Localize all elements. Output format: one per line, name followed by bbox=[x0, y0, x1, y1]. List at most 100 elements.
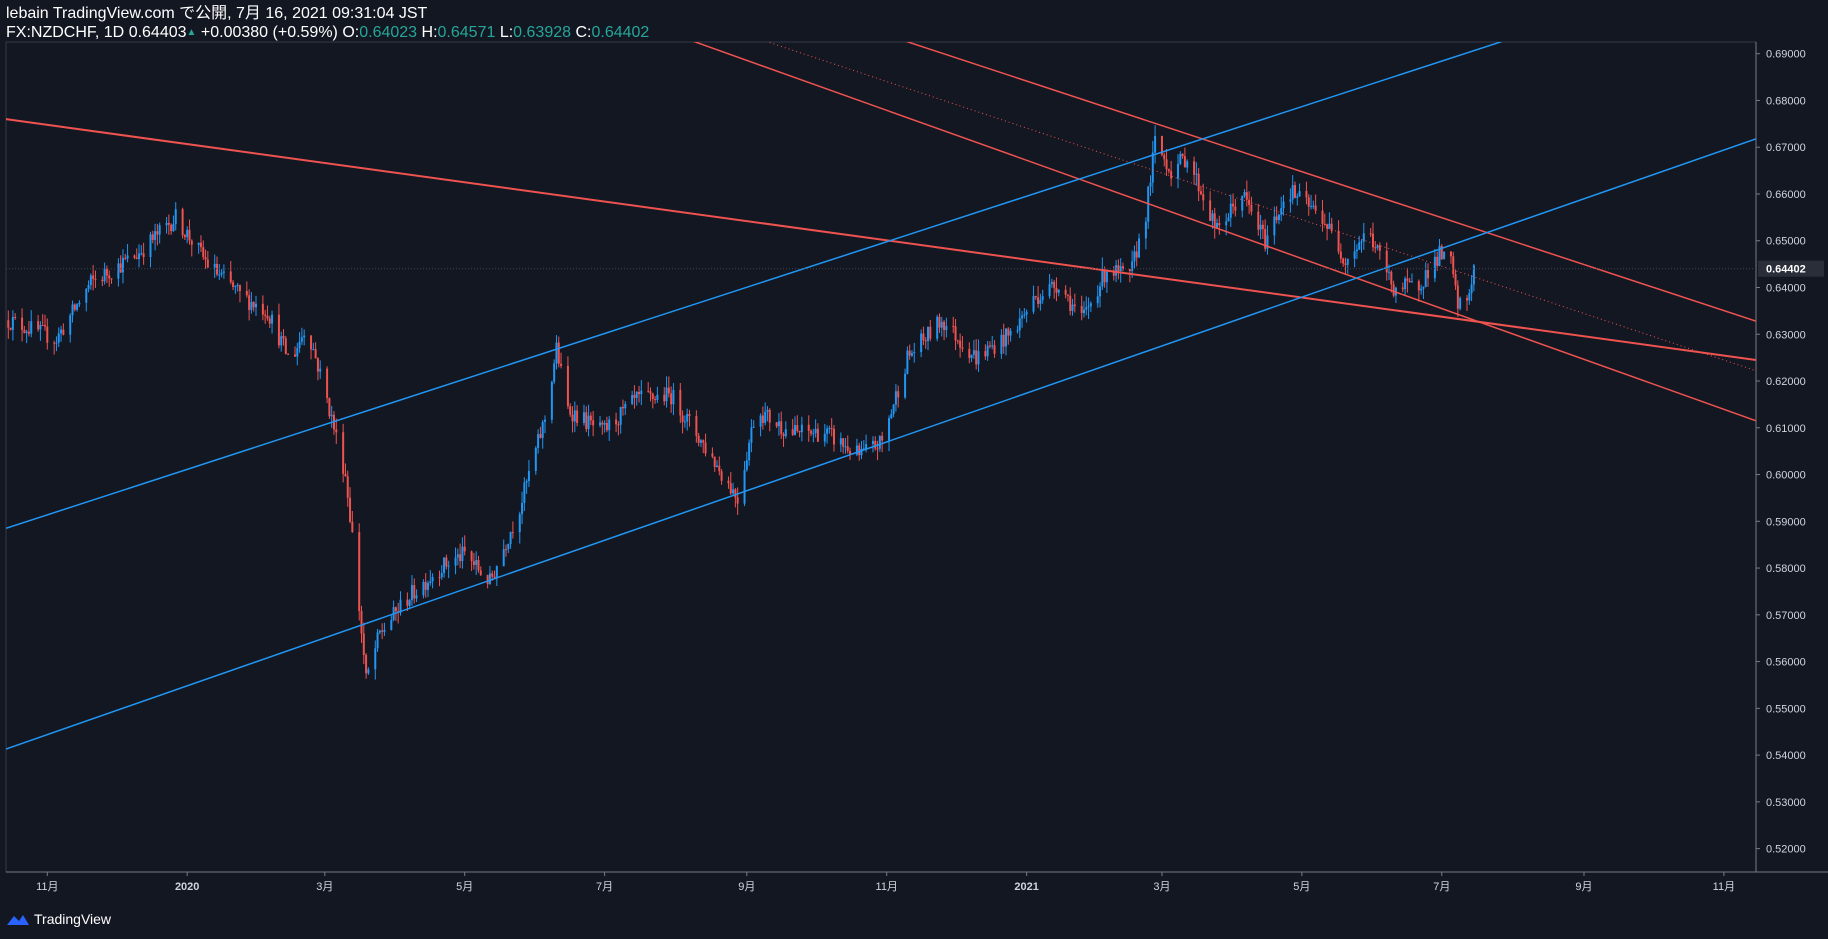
candle-body bbox=[1202, 194, 1205, 201]
candle-body bbox=[1459, 298, 1462, 309]
candle-body bbox=[1440, 246, 1443, 260]
candle-body bbox=[1041, 296, 1044, 300]
candle-body bbox=[1099, 286, 1102, 297]
symbol-label: FX:NZDCHF, 1D bbox=[6, 24, 125, 41]
candle-body bbox=[181, 209, 184, 236]
candle-body bbox=[621, 406, 624, 409]
candle-body bbox=[1392, 284, 1395, 296]
candle-body bbox=[1057, 289, 1060, 293]
candle-body bbox=[1053, 281, 1056, 288]
candle-body bbox=[736, 497, 739, 504]
candle-body bbox=[505, 549, 507, 551]
candle-body bbox=[57, 333, 60, 343]
candle-body bbox=[601, 422, 604, 425]
candle-body bbox=[287, 353, 290, 355]
candle-body bbox=[582, 412, 585, 423]
footer: TradingView bbox=[6, 911, 111, 927]
candle-body bbox=[541, 421, 544, 438]
candle-body bbox=[1193, 161, 1196, 175]
candle-body bbox=[330, 414, 333, 417]
candle-body bbox=[172, 224, 175, 232]
candle-body bbox=[73, 304, 76, 310]
candle-body bbox=[543, 419, 546, 422]
candle-body bbox=[1138, 238, 1141, 258]
tradingview-logo-icon bbox=[7, 915, 29, 925]
candle-body bbox=[592, 420, 595, 426]
candle-body bbox=[365, 654, 368, 674]
time-tick-label: 2021 bbox=[1014, 881, 1038, 893]
price-tick-label: 0.53000 bbox=[1766, 797, 1806, 809]
candle-body bbox=[151, 234, 154, 240]
candle-body bbox=[550, 381, 553, 420]
candle-body bbox=[1355, 249, 1358, 252]
candle-body bbox=[158, 225, 161, 235]
candle-body bbox=[667, 387, 670, 394]
candle-body bbox=[470, 551, 473, 562]
candle-body bbox=[523, 482, 526, 503]
candle-body bbox=[860, 448, 863, 456]
candle-body bbox=[1183, 156, 1186, 168]
candle-body bbox=[775, 422, 778, 427]
candle-body bbox=[1310, 205, 1313, 207]
candle-body bbox=[1323, 224, 1326, 226]
candle-body bbox=[672, 389, 675, 405]
candle-body bbox=[234, 285, 237, 287]
high-label: H: bbox=[421, 24, 438, 41]
candle-body bbox=[1312, 205, 1315, 207]
candle-body bbox=[608, 419, 611, 431]
candle-body bbox=[1362, 233, 1365, 242]
candle-body bbox=[60, 329, 63, 334]
candle-body bbox=[1000, 334, 1003, 354]
candle-body bbox=[1034, 296, 1037, 298]
candle-body bbox=[617, 424, 620, 426]
candle-body bbox=[1154, 135, 1157, 153]
candle-body bbox=[459, 554, 462, 562]
candle-body bbox=[1018, 318, 1021, 331]
candle-body bbox=[1424, 270, 1427, 287]
candle-body bbox=[940, 321, 943, 328]
candle-body bbox=[784, 429, 787, 437]
candle-body bbox=[1408, 280, 1411, 283]
candle-body bbox=[30, 321, 33, 334]
candle-body bbox=[390, 619, 393, 630]
footer-brand: TradingView bbox=[34, 911, 112, 927]
candle-body bbox=[1105, 271, 1108, 283]
candle-body bbox=[1069, 295, 1072, 311]
candle-body bbox=[271, 314, 274, 324]
candle-body bbox=[807, 424, 810, 431]
candle-body bbox=[248, 295, 251, 310]
price-tick-label: 0.62000 bbox=[1766, 376, 1806, 388]
candle-body bbox=[174, 209, 177, 225]
candle-body bbox=[571, 414, 574, 422]
candle-body bbox=[381, 630, 384, 632]
candle-body bbox=[37, 321, 40, 330]
candle-body bbox=[732, 489, 735, 494]
candle-body bbox=[103, 268, 106, 282]
candle-body bbox=[1277, 214, 1280, 221]
candle-body bbox=[266, 315, 269, 319]
candle-body bbox=[839, 438, 842, 445]
candle-body bbox=[1181, 153, 1184, 157]
candle-body bbox=[1314, 205, 1317, 211]
candle-body bbox=[640, 390, 643, 395]
candle-body bbox=[1234, 206, 1237, 211]
candle-body bbox=[906, 350, 909, 374]
candle-body bbox=[443, 557, 446, 574]
price-tick-label: 0.58000 bbox=[1766, 563, 1806, 575]
candle-body bbox=[823, 433, 826, 442]
candle-body bbox=[1466, 298, 1469, 301]
candle-body bbox=[766, 409, 769, 412]
candle-body bbox=[1376, 245, 1379, 248]
candle-body bbox=[897, 391, 900, 398]
candle-body bbox=[936, 316, 939, 339]
candle-body bbox=[502, 549, 505, 567]
candle-body bbox=[46, 326, 49, 343]
candle-body bbox=[23, 329, 26, 334]
candle-body bbox=[1353, 251, 1356, 259]
candle-body bbox=[938, 316, 941, 328]
plot-area-frame bbox=[5, 41, 1757, 873]
open-value: 0.64023 bbox=[359, 24, 418, 41]
candle-body bbox=[832, 428, 835, 445]
candle-body bbox=[569, 406, 572, 415]
